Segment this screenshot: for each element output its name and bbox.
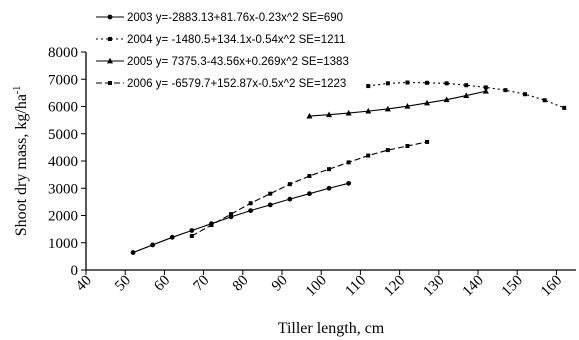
legend-entry: 2006 y= -6579.7+152.87x-0.5x^2 SE=1223	[96, 78, 346, 90]
data-point	[482, 88, 489, 94]
x-tick-label: 90	[269, 273, 291, 295]
legend-marker	[107, 14, 113, 20]
data-point	[268, 191, 273, 196]
y-tick-label: 6000	[48, 100, 78, 116]
data-point	[130, 250, 136, 255]
data-point	[404, 103, 411, 109]
data-point	[444, 81, 449, 86]
data-point	[209, 223, 214, 228]
x-tick-label: 100	[303, 273, 330, 300]
x-tick-label: 130	[420, 273, 447, 300]
data-point	[365, 107, 372, 114]
y-tick-label: 2000	[48, 209, 78, 225]
series-2	[366, 80, 567, 110]
data-point	[425, 80, 430, 85]
data-point	[443, 96, 450, 103]
data-point	[189, 228, 195, 233]
legend-label: 2005 y= 7375.3-43.56x+0.269x^2 SE=1383	[127, 56, 349, 68]
data-point	[327, 167, 332, 172]
data-point	[287, 196, 293, 202]
data-point	[307, 173, 312, 178]
data-point	[229, 212, 234, 217]
x-tick-label: 110	[342, 273, 369, 300]
data-point	[424, 99, 431, 106]
data-point	[248, 208, 254, 213]
x-tick-label: 120	[381, 273, 408, 300]
legend-marker	[107, 57, 113, 64]
data-point	[267, 202, 273, 208]
legend-marker	[108, 81, 112, 85]
x-tick-label: 150	[499, 273, 526, 300]
data-point	[150, 242, 156, 248]
data-point	[346, 180, 352, 186]
y-tick-label: 1000	[48, 236, 78, 252]
x-tick-label: 140	[460, 273, 487, 300]
x-tick-label: 80	[230, 273, 252, 295]
data-point	[523, 92, 528, 97]
legend-label: 2003 y=-2883.13+81.76x-0.23x^2 SE=690	[127, 12, 343, 24]
x-axis-label: Tiller length, cm	[278, 320, 385, 337]
data-point	[326, 111, 333, 118]
series-line	[191, 141, 428, 237]
data-point	[189, 233, 194, 238]
series-line	[309, 90, 486, 117]
data-point	[287, 182, 292, 187]
data-point	[248, 201, 253, 206]
plot-area	[130, 80, 567, 255]
data-point	[346, 160, 351, 165]
data-point	[425, 139, 430, 144]
x-tick-label: 50	[112, 273, 134, 295]
data-point	[345, 109, 352, 116]
data-point	[306, 112, 313, 119]
legend-entry: 2004 y= -1480.5+134.1x-0.54x^2 SE=1211	[96, 34, 345, 46]
data-point	[542, 98, 547, 103]
x-tick-label: 160	[538, 273, 565, 300]
data-point	[562, 105, 567, 110]
data-point	[326, 185, 332, 191]
data-point	[385, 148, 390, 153]
y-tick-label: 0	[71, 263, 79, 279]
legend-entry: 2003 y=-2883.13+81.76x-0.23x^2 SE=690	[96, 12, 343, 24]
data-point	[503, 88, 508, 93]
series-4	[189, 139, 430, 238]
x-tick-label: 60	[151, 273, 173, 295]
legend-label: 2006 y= -6579.7+152.87x-0.5x^2 SE=1223	[127, 78, 346, 90]
data-point	[384, 105, 391, 112]
y-tick-label: 7000	[48, 72, 78, 88]
data-point	[385, 81, 390, 86]
data-point	[464, 83, 469, 88]
series-1	[130, 180, 352, 255]
data-point	[307, 191, 312, 197]
y-tick-label: 5000	[48, 127, 78, 143]
y-tick-label: 4000	[48, 154, 78, 170]
y-tick-label: 8000	[48, 45, 78, 61]
y-tick-label: 3000	[48, 181, 78, 197]
legend: 2003 y=-2883.13+81.76x-0.23x^2 SE=690 200…	[96, 12, 349, 90]
legend-label: 2004 y= -1480.5+134.1x-0.54x^2 SE=1211	[127, 34, 345, 46]
data-point	[366, 153, 371, 158]
data-point	[169, 234, 175, 240]
y-axis-label: Shoot dry mass, kg/ha-1	[12, 86, 30, 237]
data-point	[366, 84, 371, 89]
legend-entry: 2005 y= 7375.3-43.56x+0.269x^2 SE=1383	[96, 56, 349, 68]
data-point	[405, 144, 410, 149]
series-3	[306, 88, 489, 119]
series-line	[132, 182, 349, 254]
x-tick-label: 70	[191, 273, 213, 295]
data-point	[483, 85, 488, 90]
legend-marker	[108, 37, 112, 41]
data-point	[405, 80, 410, 85]
data-point	[463, 92, 470, 98]
